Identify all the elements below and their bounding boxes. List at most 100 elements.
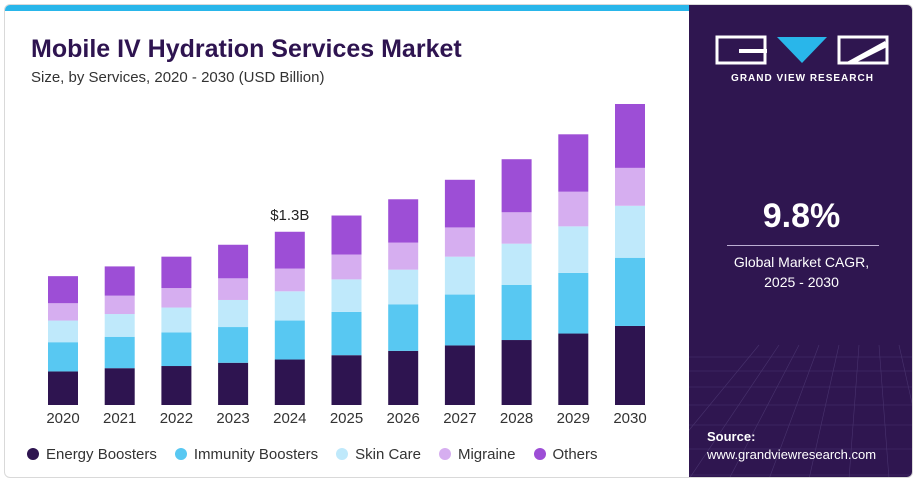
bar-segment-2023-energy-boosters	[218, 362, 249, 405]
x-tick-label: 2024	[273, 410, 306, 427]
x-tick-label: 2028	[500, 410, 533, 427]
bar-segment-2028-energy-boosters	[501, 340, 532, 405]
brand-name: GRAND VIEW RESEARCH	[731, 73, 874, 84]
legend-label: Migraine	[457, 445, 516, 463]
bar-segment-2020-migraine	[48, 303, 78, 321]
legend-label: Others	[552, 445, 598, 463]
bar-segment-2021-migraine	[104, 295, 135, 315]
bar-segment-2029-immunity-boosters	[558, 272, 589, 334]
stacked-bar-chart: 2020 2021 2022 2023 2024 $1.3B 2025 2026 2027 202…	[46, 103, 647, 427]
bar-segment-2023-others	[218, 244, 249, 279]
accent-top-bar	[5, 5, 689, 11]
x-tick-label: 2021	[103, 410, 136, 427]
bar-segment-2021-immunity-boosters	[104, 336, 135, 369]
bar-segment-2023-skin-care	[218, 299, 249, 328]
bar-segment-2020-energy-boosters	[48, 371, 78, 405]
bar-segment-2025-energy-boosters	[331, 355, 362, 405]
bar-segment-2025-skin-care	[331, 279, 362, 312]
bar-segment-2022-skin-care	[161, 307, 192, 333]
bar-segment-2029-skin-care	[558, 226, 589, 273]
legend-label: Immunity Boosters	[193, 445, 319, 463]
bar-segment-2022-immunity-boosters	[161, 332, 192, 367]
bar-segment-2030-energy-boosters	[615, 325, 645, 405]
bar-segment-2021-others	[104, 266, 135, 296]
bar-segment-2028-skin-care	[501, 243, 532, 285]
bar-segment-2020-skin-care	[48, 320, 78, 343]
bar-segment-2026-skin-care	[388, 269, 419, 305]
decorative-grid	[689, 344, 912, 477]
source-label: Source:	[707, 429, 756, 444]
legend-swatch	[438, 448, 451, 460]
bar-segment-2020-immunity-boosters	[48, 342, 78, 372]
bar-segment-2030-migraine	[615, 167, 645, 206]
legend-swatch	[174, 448, 187, 460]
chart-legend: Energy Boosters Immunity Boosters Skin Car…	[27, 443, 616, 465]
bar-segment-2027-skin-care	[444, 256, 475, 295]
bar-segment-2028-others	[501, 159, 532, 213]
bar-segment-2021-energy-boosters	[104, 368, 135, 405]
bar-segment-2026-migraine	[388, 242, 419, 270]
legend-item: Immunity Boosters	[174, 445, 319, 463]
bar-segment-2029-others	[558, 134, 589, 192]
x-tick-label: 2022	[160, 410, 193, 427]
bar-segment-2027-energy-boosters	[444, 345, 475, 405]
bar-segment-2025-migraine	[331, 254, 362, 280]
legend-swatch	[336, 448, 349, 460]
chart-card: Mobile IV Hydration Services Market Size…	[4, 4, 913, 478]
x-tick-label: 2020	[46, 410, 79, 427]
cagr-label-line2: 2025 - 2030	[764, 274, 839, 290]
bar-segment-2025-others	[331, 215, 362, 255]
bar-segment-2029-migraine	[558, 191, 589, 227]
bar-segment-2026-energy-boosters	[388, 350, 419, 405]
bar-segment-2020-others	[48, 276, 78, 304]
bar-segment-2030-skin-care	[615, 205, 645, 258]
bar-segment-2024-others	[274, 231, 305, 269]
logo-mark-icon	[715, 35, 889, 65]
bar-segment-2021-skin-care	[104, 314, 135, 337]
x-tick-label: 2027	[443, 410, 476, 427]
x-tick-label: 2029	[557, 410, 590, 427]
bar-segment-2027-immunity-boosters	[444, 294, 475, 346]
legend-label: Skin Care	[355, 445, 421, 463]
bar-segment-2029-energy-boosters	[558, 333, 589, 405]
chart-subtitle: Size, by Services, 2020 - 2030 (USD Bill…	[31, 69, 325, 86]
x-tick-label: 2025	[330, 410, 363, 427]
x-tick-label: 2023	[216, 410, 249, 427]
chart-title: Mobile IV Hydration Services Market	[31, 35, 462, 63]
bar-segment-2028-migraine	[501, 212, 532, 244]
legend-item: Others	[533, 445, 598, 463]
bar-segment-2030-immunity-boosters	[615, 257, 645, 326]
legend-label: Energy Boosters	[46, 445, 157, 463]
legend-item: Energy Boosters	[27, 446, 157, 463]
cagr-label-line1: Global Market CAGR,	[733, 254, 870, 270]
x-tick-label: 2026	[387, 410, 420, 427]
bar-segment-2028-immunity-boosters	[501, 284, 532, 341]
bar-segment-2023-migraine	[218, 278, 249, 300]
bar-segment-2027-migraine	[444, 227, 475, 257]
bar-segment-2026-others	[388, 199, 419, 243]
source-link[interactable]: www.grandviewresearch.com	[707, 447, 877, 462]
brand-logo: GRAND VIEW RESEARCH	[715, 33, 890, 84]
cagr-divider	[727, 245, 879, 246]
cagr-label: Global Market CAGR, 2025 - 2030	[689, 252, 912, 292]
bar-segment-2024-energy-boosters	[274, 359, 305, 405]
side-panel: GRAND VIEW RESEARCH 9.8% Global Market C…	[689, 5, 912, 477]
bar-segment-2024-skin-care	[274, 291, 305, 321]
bar-segment-2026-immunity-boosters	[388, 304, 419, 351]
data-label-annotation: $1.3B	[270, 207, 309, 224]
bar-segment-2025-immunity-boosters	[331, 311, 362, 356]
bar-segment-2022-migraine	[161, 288, 192, 308]
bar-segment-2022-others	[161, 256, 192, 289]
bar-segment-2030-others	[615, 103, 645, 168]
bar-segment-2027-others	[444, 179, 475, 228]
cagr-value: 9.8%	[762, 197, 841, 235]
bar-segment-2022-energy-boosters	[161, 366, 192, 405]
bar-segment-2024-migraine	[274, 268, 305, 292]
bar-segment-2024-immunity-boosters	[274, 320, 305, 360]
legend-item: Migraine	[438, 445, 516, 463]
bar-segment-2023-immunity-boosters	[218, 327, 249, 363]
x-tick-label: 2030	[613, 410, 646, 427]
legend-swatch	[533, 448, 546, 460]
legend-swatch	[27, 448, 39, 460]
legend-item: Skin Care	[336, 446, 421, 463]
